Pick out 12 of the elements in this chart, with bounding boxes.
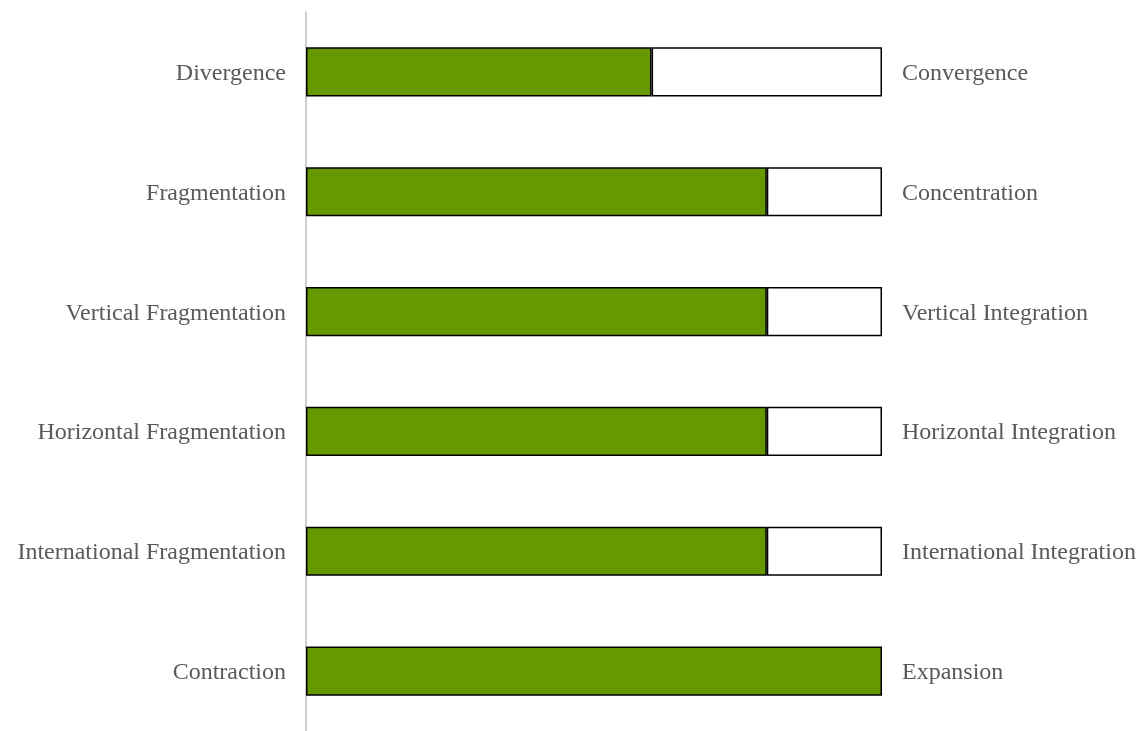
y2-tick-label: Vertical Integration	[902, 298, 1088, 325]
y2-tick-label: International Integration	[902, 538, 1136, 565]
y2-tick-label: Horizontal Integration	[902, 418, 1116, 445]
y-tick-label: International Fragmentation	[17, 538, 286, 565]
y-tick-label: Horizontal Fragmentation	[37, 418, 286, 445]
y2-tick-label: Convergence	[902, 58, 1029, 85]
y-tick-label: Divergence	[175, 58, 286, 85]
y-tick-label: Contraction	[172, 658, 286, 685]
y2-tick-label: Concentration	[902, 178, 1038, 205]
y-tick-label: Fragmentation	[146, 178, 286, 205]
y-tick-label: Vertical Fragmentation	[65, 298, 286, 325]
y2-tick-label: Expansion	[902, 658, 1004, 685]
